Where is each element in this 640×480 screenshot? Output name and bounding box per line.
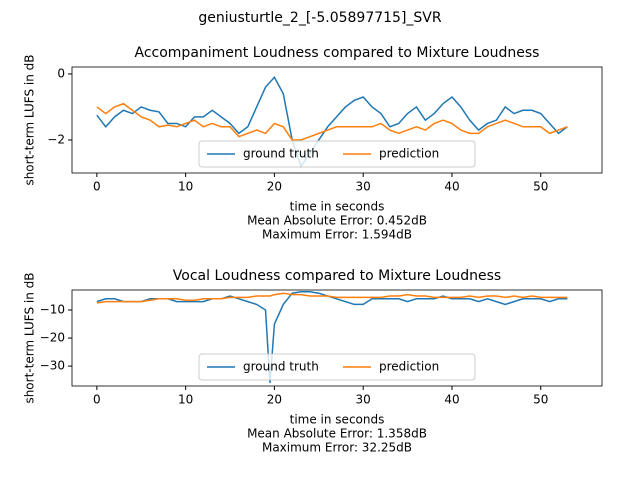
y-tick-label: −30: [40, 359, 65, 373]
annotation: Mean Absolute Error: 0.452dB: [247, 214, 427, 228]
y-tick-label: −2: [47, 132, 65, 146]
axes-frame: [71, 66, 603, 174]
x-axis-label: time in seconds: [290, 413, 385, 427]
annotation: Maximum Error: 32.25dB: [262, 441, 412, 455]
legend-box: [198, 140, 476, 168]
x-tick-label: 50: [533, 393, 548, 407]
y-tick-label: −20: [40, 331, 65, 345]
axes-title: Vocal Loudness compared to Mixture Loudn…: [173, 268, 501, 284]
x-tick-label: 20: [267, 393, 282, 407]
legend-label: prediction: [379, 360, 439, 374]
x-tick-label: 0: [93, 393, 101, 407]
x-tick-label: 40: [444, 393, 459, 407]
figure-title: geniusturtle_2_[-5.05897715]_SVR: [198, 10, 442, 26]
x-tick-label: 10: [178, 180, 193, 194]
x-tick-label: 40: [444, 180, 459, 194]
legend: ground truth prediction: [198, 353, 476, 381]
legend: ground truth prediction: [198, 140, 476, 168]
data-line: [96, 102, 568, 141]
y-tick-label: 0: [57, 66, 65, 80]
annotation: Maximum Error: 1.594dB: [262, 228, 412, 242]
legend-label: ground truth: [243, 147, 319, 161]
axes: Accompaniment Loudness compared to Mixtu…: [23, 45, 603, 242]
legend-box: [198, 353, 476, 381]
y-axis-label: short-term LUFS in dB: [23, 54, 37, 185]
data-line: [96, 75, 568, 169]
y-tick-label: −10: [40, 303, 65, 317]
axes-title: Accompaniment Loudness compared to Mixtu…: [135, 45, 540, 61]
x-tick-label: 20: [267, 180, 282, 194]
x-tick-label: 0: [93, 180, 101, 194]
x-tick-label: 30: [356, 180, 371, 194]
x-tick-label: 10: [178, 393, 193, 407]
x-tick-label: 50: [533, 180, 548, 194]
axes: Vocal Loudness compared to Mixture Loudn…: [23, 268, 603, 455]
legend-label: prediction: [379, 147, 439, 161]
axes-frame: [71, 289, 603, 387]
data-line: [96, 292, 568, 304]
x-axis-label: time in seconds: [290, 200, 385, 214]
legend-label: ground truth: [243, 360, 319, 374]
x-tick-label: 30: [356, 393, 371, 407]
annotation: Mean Absolute Error: 1.358dB: [247, 427, 427, 441]
y-axis-label: short-term LUFS in dB: [23, 272, 37, 403]
